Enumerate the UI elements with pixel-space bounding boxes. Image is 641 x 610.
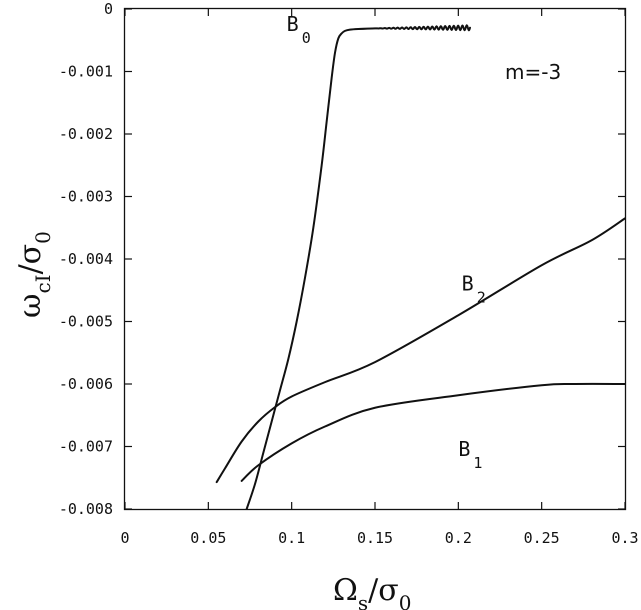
curves: [215, 24, 626, 510]
y-tick-label: -0.008: [59, 500, 113, 518]
series-b1-label: B1: [458, 437, 482, 472]
y-tick-label: -0.003: [59, 188, 113, 206]
y-tick-label: -0.004: [59, 250, 113, 268]
y-tick-label: -0.001: [59, 63, 113, 81]
y-tick-labels: 0 -0.001 -0.002 -0.003 -0.004 -0.005 -0.006 -0.…: [59, 0, 113, 518]
series-b0-name: B: [287, 12, 299, 36]
x-axis-title-sep: /σ: [368, 573, 399, 608]
series-b0-subscript: 0: [302, 29, 311, 47]
series-b1-line: [240, 382, 626, 482]
y-axis-title-symbol: ω: [13, 294, 48, 318]
m-annotation: m=-3: [505, 60, 561, 84]
y-axis-title: ωcI/σ0: [13, 231, 55, 318]
y-tick-label: -0.002: [59, 125, 113, 143]
series-b1-subscript: 1: [473, 454, 482, 472]
series-b0-line: [245, 24, 471, 510]
x-tick-label: 0.15: [357, 529, 393, 547]
x-axis-title-sub1: s: [358, 591, 368, 610]
x-tick-label: 0: [120, 529, 129, 547]
series-b2-line: [215, 217, 626, 484]
y-tick-label: -0.006: [59, 375, 113, 393]
x-tick-label: 0.3: [611, 529, 638, 547]
y-tick-label: -0.005: [59, 313, 113, 331]
x-tick-label: 0.05: [190, 529, 226, 547]
series-b2-label: B2: [462, 271, 486, 306]
series-b2-name: B: [462, 271, 474, 295]
x-axis-title-symbol: Ω: [333, 573, 358, 608]
x-tick-labels: 0 0.05 0.1 0.15 0.2 0.25 0.3: [120, 529, 638, 547]
x-axis-title-sub2: 0: [399, 591, 412, 610]
y-axis-title-sub2: 0: [31, 231, 55, 244]
axis-ticks: [124, 8, 626, 510]
x-tick-label: 0.2: [445, 529, 472, 547]
x-tick-label: 0.25: [524, 529, 560, 547]
y-tick-label: 0: [104, 0, 113, 18]
x-tick-label: 0.1: [278, 529, 305, 547]
series-b0-label: B0: [287, 12, 311, 47]
y-tick-label: -0.007: [59, 438, 113, 456]
y-axis-title-sep: /σ: [13, 244, 48, 275]
series-b2-subscript: 2: [477, 288, 486, 306]
series-b1-name: B: [458, 437, 470, 461]
y-axis-title-sub1: cI: [31, 274, 55, 293]
x-axis-title: Ωs/σ0: [333, 573, 411, 610]
plot-frame: [123, 7, 627, 511]
